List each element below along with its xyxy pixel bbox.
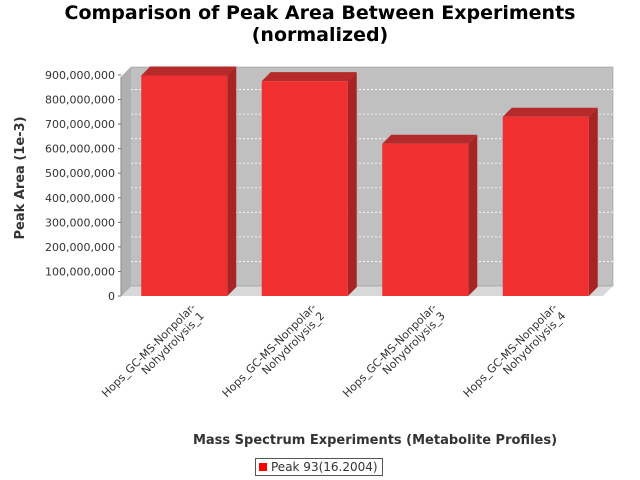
bar bbox=[141, 66, 237, 296]
plot-left-wall bbox=[121, 67, 131, 296]
chart-title: Comparison of Peak Area Between Experime… bbox=[0, 2, 640, 46]
y-tick-label: 200,000,000 bbox=[45, 241, 115, 254]
bar-front bbox=[141, 75, 228, 296]
bar bbox=[261, 72, 357, 296]
y-tick-label: 800,000,000 bbox=[45, 94, 115, 107]
bar-top bbox=[141, 66, 237, 76]
legend-swatch bbox=[259, 463, 267, 471]
legend-label: Peak 93(16.2004) bbox=[271, 460, 378, 474]
y-tick-label: 100,000,000 bbox=[45, 265, 115, 278]
x-tick-label: Hops_GC-MS-Nonpolar-Nohydrolysis_2 bbox=[220, 301, 328, 409]
legend: Peak 93(16.2004) bbox=[255, 458, 383, 476]
x-tick-label: Hops_GC-MS-Nonpolar-Nohydrolysis_4 bbox=[461, 301, 569, 409]
bar-side bbox=[227, 66, 237, 296]
bar-front bbox=[382, 143, 469, 296]
chart-title-line2: (normalized) bbox=[251, 24, 389, 46]
bar-front bbox=[261, 81, 348, 296]
bar-top bbox=[502, 107, 598, 117]
x-tick-label: Hops_GC-MS-Nonpolar-Nohydrolysis_3 bbox=[340, 301, 448, 409]
chart-title-line1: Comparison of Peak Area Between Experime… bbox=[64, 2, 576, 24]
bar bbox=[382, 134, 478, 296]
y-tick-label: 600,000,000 bbox=[45, 143, 115, 156]
bar-front bbox=[502, 116, 589, 296]
bar-top bbox=[382, 134, 478, 144]
x-axis-title: Mass Spectrum Experiments (Metabolite Pr… bbox=[193, 433, 557, 448]
y-tick-label: 500,000,000 bbox=[45, 167, 115, 180]
y-tick-label: 700,000,000 bbox=[45, 118, 115, 131]
y-tick-label: 0 bbox=[108, 290, 115, 303]
bar-side bbox=[588, 107, 598, 296]
y-tick-label: 400,000,000 bbox=[45, 192, 115, 205]
x-tick-label-line: Hops_GC-MS-Nonpolar- bbox=[99, 301, 198, 400]
bar-side bbox=[468, 134, 478, 296]
bar-top bbox=[261, 72, 357, 82]
y-axis-title: Peak Area (1e-3) bbox=[13, 116, 28, 239]
plot-floor bbox=[121, 286, 613, 296]
y-tick-label: 900,000,000 bbox=[45, 69, 115, 82]
y-tick-label: 300,000,000 bbox=[45, 216, 115, 229]
bar-side bbox=[347, 72, 357, 296]
bar bbox=[502, 107, 598, 296]
x-tick-label-line: Hops_GC-MS-Nonpolar- bbox=[220, 301, 319, 400]
x-tick-label-line: Hops_GC-MS-Nonpolar- bbox=[461, 301, 560, 400]
x-tick-label: Hops_GC-MS-Nonpolar-Nohydrolysis_1 bbox=[99, 301, 207, 409]
x-tick-label-line: Hops_GC-MS-Nonpolar- bbox=[340, 301, 439, 400]
